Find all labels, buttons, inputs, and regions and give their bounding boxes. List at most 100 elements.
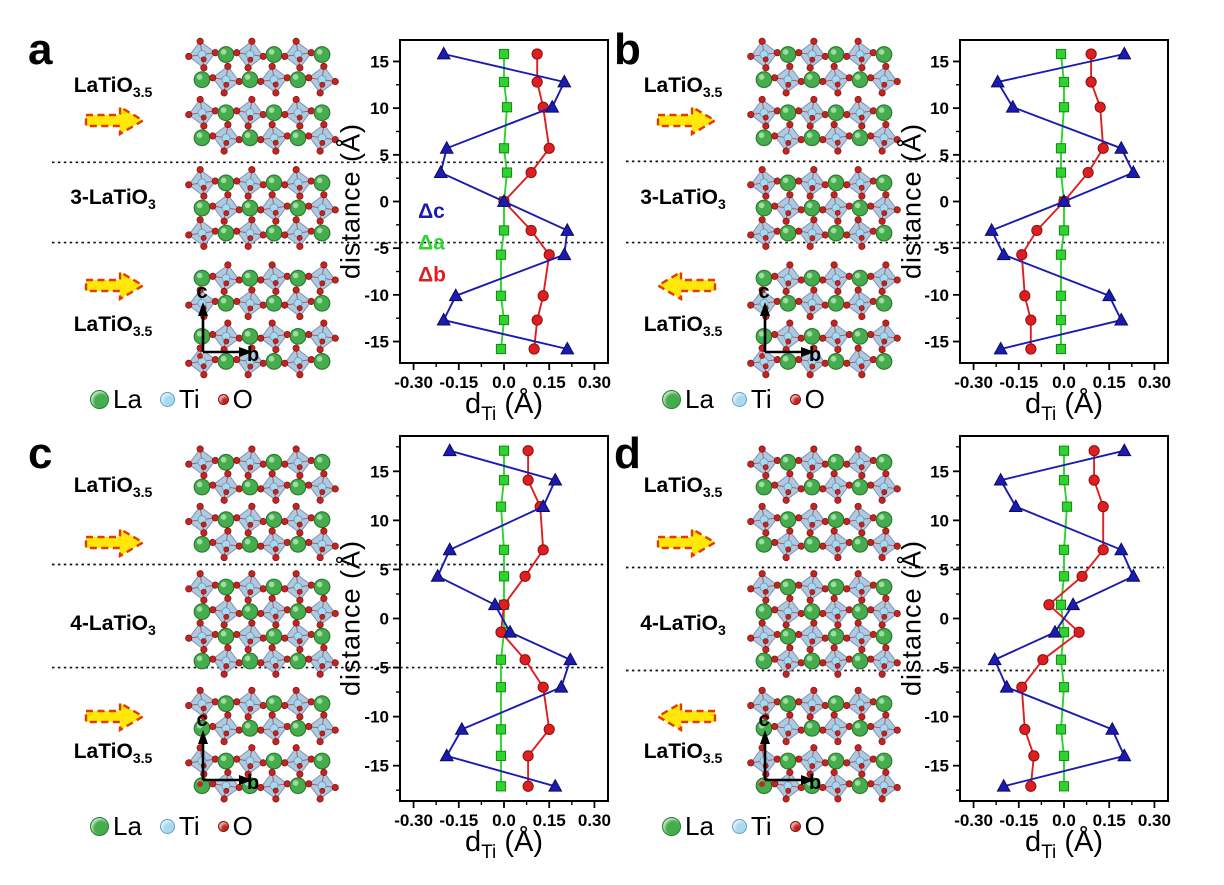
la-atom <box>241 535 259 553</box>
y-axis-title: distance (Å) <box>896 122 927 280</box>
x-tick-label: -0.30 <box>394 373 433 392</box>
tio6-octahedron <box>795 166 829 200</box>
la-atom <box>875 294 893 312</box>
panel-d: 15 10 5 0 -5 -10 -15 -0.30 -0.15 0.0 0.15 0.30 c b d … <box>612 430 1224 885</box>
la-atom <box>875 104 893 122</box>
tio6-octahedron <box>795 445 829 480</box>
series-legend-entry: Δb <box>418 263 446 286</box>
tio6-octahedron <box>795 286 829 321</box>
panel-c: 15 10 5 0 -5 -10 -15 -0.30 -0.15 0.0 0.15 0.30 c b c … <box>0 430 612 885</box>
tio6-octahedron <box>209 594 243 629</box>
x-axis-title-unit: (Å) <box>496 826 543 858</box>
la-atom <box>875 353 893 370</box>
la-atom <box>803 478 821 496</box>
tio6-octahedron <box>819 62 853 97</box>
y-tick-label: -15 <box>364 333 389 352</box>
phase-label-top-sub: 3.5 <box>132 484 153 501</box>
la-atom <box>289 535 307 553</box>
growth-arrow-top-right-icon <box>84 526 146 559</box>
la-atom <box>779 174 797 192</box>
tio6-octahedron <box>233 445 267 480</box>
axis-b-label: b <box>247 344 259 366</box>
atom-legend-la-label: La <box>113 811 142 841</box>
tio6-octahedron <box>819 319 853 354</box>
axis-b-label: b <box>247 772 259 794</box>
la-atom <box>779 224 797 242</box>
la-atom <box>289 777 307 795</box>
phase-label-top-text: LaTiO <box>73 474 133 497</box>
tio6-octahedron <box>233 570 267 604</box>
phase-label-middle-text: 3-LaTiO <box>640 186 718 209</box>
atom-legend-o: O <box>789 384 825 415</box>
panel-letter: c <box>28 429 53 478</box>
phase-label-top: LaTiO3.5 <box>38 474 188 500</box>
phase-label-middle-text: 4-LaTiO <box>640 612 718 635</box>
tio6-octahedron <box>795 744 829 778</box>
la-atom <box>827 174 845 192</box>
la-atom <box>755 603 773 621</box>
la-atom <box>755 129 773 147</box>
x-axis-title-main: d <box>1025 826 1042 858</box>
y-tick-label: -5 <box>374 659 389 678</box>
la-atom <box>851 535 869 553</box>
la-atom <box>779 46 797 63</box>
tio6-octahedron <box>281 570 315 604</box>
y-tick-label: -10 <box>364 708 389 727</box>
tio6-octahedron <box>185 166 219 200</box>
tio6-octahedron <box>795 570 829 604</box>
phase-label-middle-text: 3-LaTiO <box>70 186 148 209</box>
tio6-octahedron <box>209 768 243 803</box>
tio6-octahedron <box>209 644 243 678</box>
la-atom <box>827 294 845 312</box>
crystal-structure <box>747 37 901 379</box>
la-atom <box>875 453 893 471</box>
la-atom <box>827 453 845 471</box>
la-atom <box>779 578 797 596</box>
x-tick-label: 0.0 <box>492 373 516 392</box>
dti-plot: 15 10 5 0 -5 -10 -15 -0.30 -0.15 0.0 0.15 0.30 <box>924 435 1171 830</box>
tio6-octahedron <box>819 120 853 155</box>
la-atom <box>241 71 259 89</box>
la-atom <box>217 104 235 122</box>
atom-legend-ti: Ti <box>731 384 772 415</box>
la-atom <box>289 719 307 737</box>
atom-legend-la-label: La <box>685 811 714 841</box>
la-atom <box>875 752 893 770</box>
tio6-octahedron <box>281 619 315 654</box>
atom-legend-la-label: La <box>685 384 714 414</box>
phase-label-middle: 3-LaTiO3 <box>608 186 758 212</box>
la-atom <box>193 652 211 670</box>
la-atom <box>827 752 845 770</box>
y-axis-title: distance (Å) <box>335 539 366 697</box>
ti-atom-icon <box>731 392 747 407</box>
crystal-structure <box>747 445 901 803</box>
tio6-octahedron <box>209 120 243 155</box>
la-atom <box>265 453 283 471</box>
growth-arrow-bottom-right-icon <box>84 269 146 302</box>
y-tick-label: -5 <box>374 239 389 258</box>
la-atom-icon <box>662 817 681 836</box>
x-axis-title-sub: Ti <box>481 403 497 425</box>
x-tick-label: -0.30 <box>954 811 993 830</box>
y-tick-label: 0 <box>940 193 949 212</box>
la-atom <box>193 71 211 89</box>
tio6-octahedron <box>185 216 219 250</box>
tio6-octahedron <box>747 445 781 480</box>
atom-legend-ti-label: Ti <box>750 384 772 414</box>
series-delta-c <box>430 443 578 792</box>
phase-label-bottom-text: LaTiO <box>643 313 703 336</box>
la-atom <box>779 353 797 370</box>
la-atom <box>779 511 797 529</box>
tio6-octahedron <box>843 37 877 72</box>
y-tick-label: -5 <box>934 239 949 258</box>
atom-legend-la: La <box>90 811 142 842</box>
tio6-octahedron <box>305 527 339 562</box>
x-tick-label: 0.30 <box>578 811 611 830</box>
tio6-octahedron <box>185 502 219 537</box>
la-atom <box>217 695 235 713</box>
y-tick-label: 0 <box>380 610 389 629</box>
la-atom <box>313 224 331 242</box>
atom-legend-o-label: O <box>804 811 825 841</box>
la-atom <box>289 327 307 345</box>
tio6-octahedron <box>771 261 805 296</box>
